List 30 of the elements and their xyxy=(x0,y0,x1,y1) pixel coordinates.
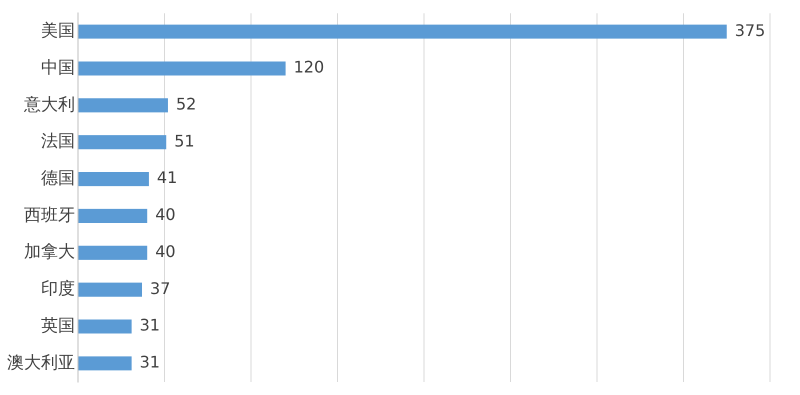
bar xyxy=(78,282,142,297)
bar xyxy=(78,208,148,223)
data-label: 40 xyxy=(155,242,176,261)
y-tick-label: 印度 xyxy=(41,279,75,300)
y-tick-label: 德国 xyxy=(41,168,75,188)
data-label: 375 xyxy=(734,20,766,40)
y-tick-label: 英国 xyxy=(41,316,75,336)
data-label: 31 xyxy=(140,352,160,372)
bar xyxy=(78,135,166,150)
bar xyxy=(78,319,132,334)
bar xyxy=(78,61,286,76)
data-label: 31 xyxy=(140,316,160,335)
y-tick-label: 加拿大 xyxy=(24,242,75,262)
y-tick-label: 澳大利亚 xyxy=(7,352,75,373)
y-tick-label: 意大利 xyxy=(23,94,75,115)
data-label: 37 xyxy=(150,278,170,298)
data-label: 51 xyxy=(174,131,195,150)
bar xyxy=(78,246,148,260)
bar xyxy=(78,24,727,39)
y-tick-label: 法国 xyxy=(41,132,75,152)
bar xyxy=(78,172,149,186)
y-tick-label: 西班牙 xyxy=(24,205,75,226)
data-label: 120 xyxy=(294,58,324,77)
y-tick-label: 中国 xyxy=(41,58,75,78)
data-label: 40 xyxy=(155,205,176,224)
data-label: 41 xyxy=(156,168,178,188)
bar xyxy=(78,98,168,112)
data-label: 52 xyxy=(176,94,196,114)
y-tick-label: 美国 xyxy=(41,21,75,42)
bar xyxy=(78,356,132,370)
